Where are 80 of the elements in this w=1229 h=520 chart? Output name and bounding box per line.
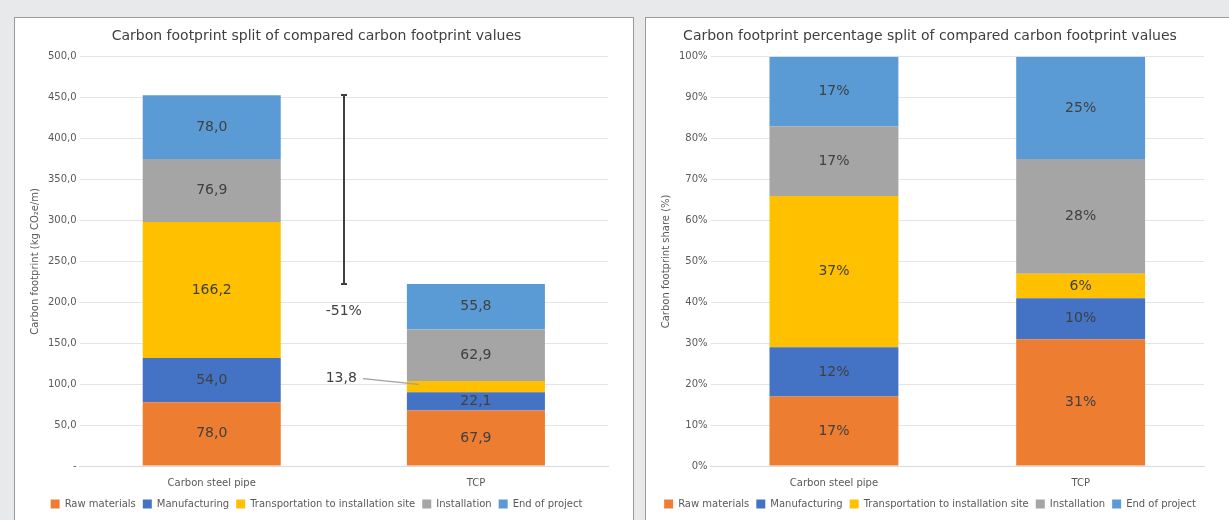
data-label: 17% [818,82,850,99]
data-label: 13,8 [325,369,357,386]
data-label: 10% [1065,309,1097,326]
y-tick-label: 70% [685,173,708,185]
bar [406,410,545,466]
y-tick-label: 80% [685,132,708,144]
data-label: 62,9 [460,345,492,362]
data-label: 78,0 [196,424,228,441]
legend-label: Raw materials [64,497,136,509]
y-tick-label: 500,0 [47,50,77,62]
data-label: 166,2 [191,280,232,297]
y-tick-label: 300,0 [47,214,77,226]
y-tick-label: 30% [685,336,708,348]
bar [142,357,281,403]
bar [1016,298,1146,340]
chart-title: Carbon footprint percentage split of compared carbon footprint values [683,27,1177,44]
x-tick-label: TCP [465,476,486,488]
bar [142,159,281,222]
x-tick-label: TCP [1070,476,1090,488]
y-tick-label: 10% [685,418,708,430]
legend-label: Raw materials [678,497,750,509]
y-tick-label: 40% [685,295,708,307]
data-label: 55,8 [460,297,492,314]
bar [142,221,281,358]
chart-title: Carbon footprint split of compared carbon footprint values [111,27,522,44]
y-tick-label: - [73,459,78,471]
legend-label: Transportation to installation site [249,497,416,509]
y-tick-label: 450,0 [47,91,77,103]
y-tick-label: 50,0 [54,418,77,430]
bar [769,347,899,397]
data-label: 25% [1065,98,1097,115]
data-label: 6% [1069,276,1092,293]
data-label: 28% [1065,207,1097,224]
data-label: 17% [818,421,850,438]
legend-label: Manufacturing [770,497,843,509]
y-tick-label: 200,0 [47,295,77,307]
y-tick-label: 250,0 [47,254,77,266]
data-label: 54,0 [196,370,228,387]
legend-label: Installation [436,497,492,509]
legend-label: End of project [1126,497,1196,509]
y-axis-title: Carbon footprint (kg CO₂e/m) [28,187,40,335]
bar [406,381,545,393]
y-tick-label: 150,0 [47,336,77,348]
y-tick-label: 20% [685,377,708,389]
data-label: 31% [1065,392,1097,409]
legend-label: End of project [512,497,583,509]
y-tick-label: 60% [685,214,708,226]
bar [406,392,545,411]
bar [769,195,899,348]
data-label: 17% [818,151,850,168]
data-label: 12% [818,362,850,379]
y-axis-title: Carbon footprint share (%) [659,194,671,329]
legend-label: Transportation to installation site [862,497,1029,509]
y-tick-label: 0% [691,459,708,471]
legend-label: Installation [1049,497,1106,509]
bar [142,402,281,466]
annotation: -51% [325,301,362,318]
legend-label: Manufacturing [156,497,230,509]
data-label: 76,9 [196,181,228,198]
data-label: 22,1 [460,392,492,409]
x-tick-label: Carbon steel pipe [789,476,879,488]
bar [769,56,899,127]
bar [1016,273,1146,299]
data-label: 78,0 [196,117,228,134]
bar [769,396,899,466]
bar [1016,339,1146,466]
bar [769,126,899,196]
y-tick-label: 90% [685,91,708,103]
bar [1016,56,1146,160]
y-tick-label: 100% [679,50,708,62]
bar [406,283,545,330]
data-label: 37% [818,262,850,279]
data-label: 67,9 [460,428,492,445]
y-tick-label: 100,0 [47,377,77,389]
y-tick-label: 350,0 [47,173,77,185]
bar [1016,159,1146,274]
x-tick-label: Carbon steel pipe [167,476,256,488]
y-tick-label: 50% [685,254,708,266]
y-tick-label: 400,0 [47,132,77,144]
bar [142,95,281,160]
